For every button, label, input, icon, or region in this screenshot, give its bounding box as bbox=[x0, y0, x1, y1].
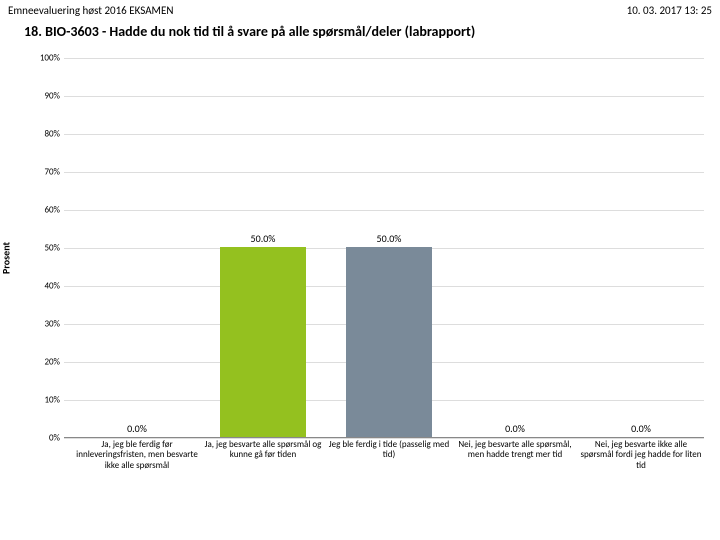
bar-value-label: 50.0% bbox=[251, 232, 276, 245]
bar-value-label: 50.0% bbox=[377, 232, 402, 245]
header-right: 10. 03. 2017 13: 25 bbox=[627, 4, 712, 17]
bar-value-label: 0.0% bbox=[505, 422, 525, 435]
y-tick-label: 10% bbox=[24, 395, 60, 406]
category-label: Jeg ble ferdig i tide (passelig med tid) bbox=[326, 437, 452, 461]
category-label: Ja, jeg besvarte alle spørsmål og kunne … bbox=[200, 437, 326, 461]
y-tick-label: 40% bbox=[24, 281, 60, 292]
bar: 50.0% bbox=[220, 247, 306, 437]
category-label: Nei, jeg besvarte ikke alle spørsmål for… bbox=[578, 437, 704, 471]
y-tick-label: 100% bbox=[24, 53, 60, 64]
bar: 50.0% bbox=[346, 247, 432, 437]
gridline bbox=[64, 172, 704, 173]
y-tick-label: 70% bbox=[24, 167, 60, 178]
bar-value-label: 0.0% bbox=[127, 422, 147, 435]
y-tick-label: 30% bbox=[24, 319, 60, 330]
category-label: Nei, jeg besvarte alle spørsmål, men had… bbox=[452, 437, 578, 461]
bar-value-label: 0.0% bbox=[631, 422, 651, 435]
gridline bbox=[64, 96, 704, 97]
category-label: Ja, jeg ble ferdig før innleveringsfrist… bbox=[74, 437, 200, 471]
y-tick-label: 80% bbox=[24, 129, 60, 140]
y-axis-label: Prosent bbox=[0, 242, 13, 274]
gridline bbox=[64, 210, 704, 211]
y-tick-label: 60% bbox=[24, 205, 60, 216]
chart-container: Prosent 0%10%20%30%40%50%60%70%80%90%100… bbox=[10, 48, 710, 468]
y-tick-label: 50% bbox=[24, 243, 60, 254]
y-tick-label: 90% bbox=[24, 91, 60, 102]
plot-area: 0%10%20%30%40%50%60%70%80%90%100%0.0%Ja,… bbox=[64, 58, 704, 438]
gridline bbox=[64, 58, 704, 59]
y-tick-label: 0% bbox=[24, 433, 60, 444]
chart-title: 18. BIO-3603 - Hadde du nok tid til å sv… bbox=[0, 19, 720, 48]
header-left: Emneevaluering høst 2016 EKSAMEN bbox=[8, 4, 173, 17]
gridline bbox=[64, 134, 704, 135]
y-tick-label: 20% bbox=[24, 357, 60, 368]
page-header: Emneevaluering høst 2016 EKSAMEN 10. 03.… bbox=[0, 0, 720, 19]
